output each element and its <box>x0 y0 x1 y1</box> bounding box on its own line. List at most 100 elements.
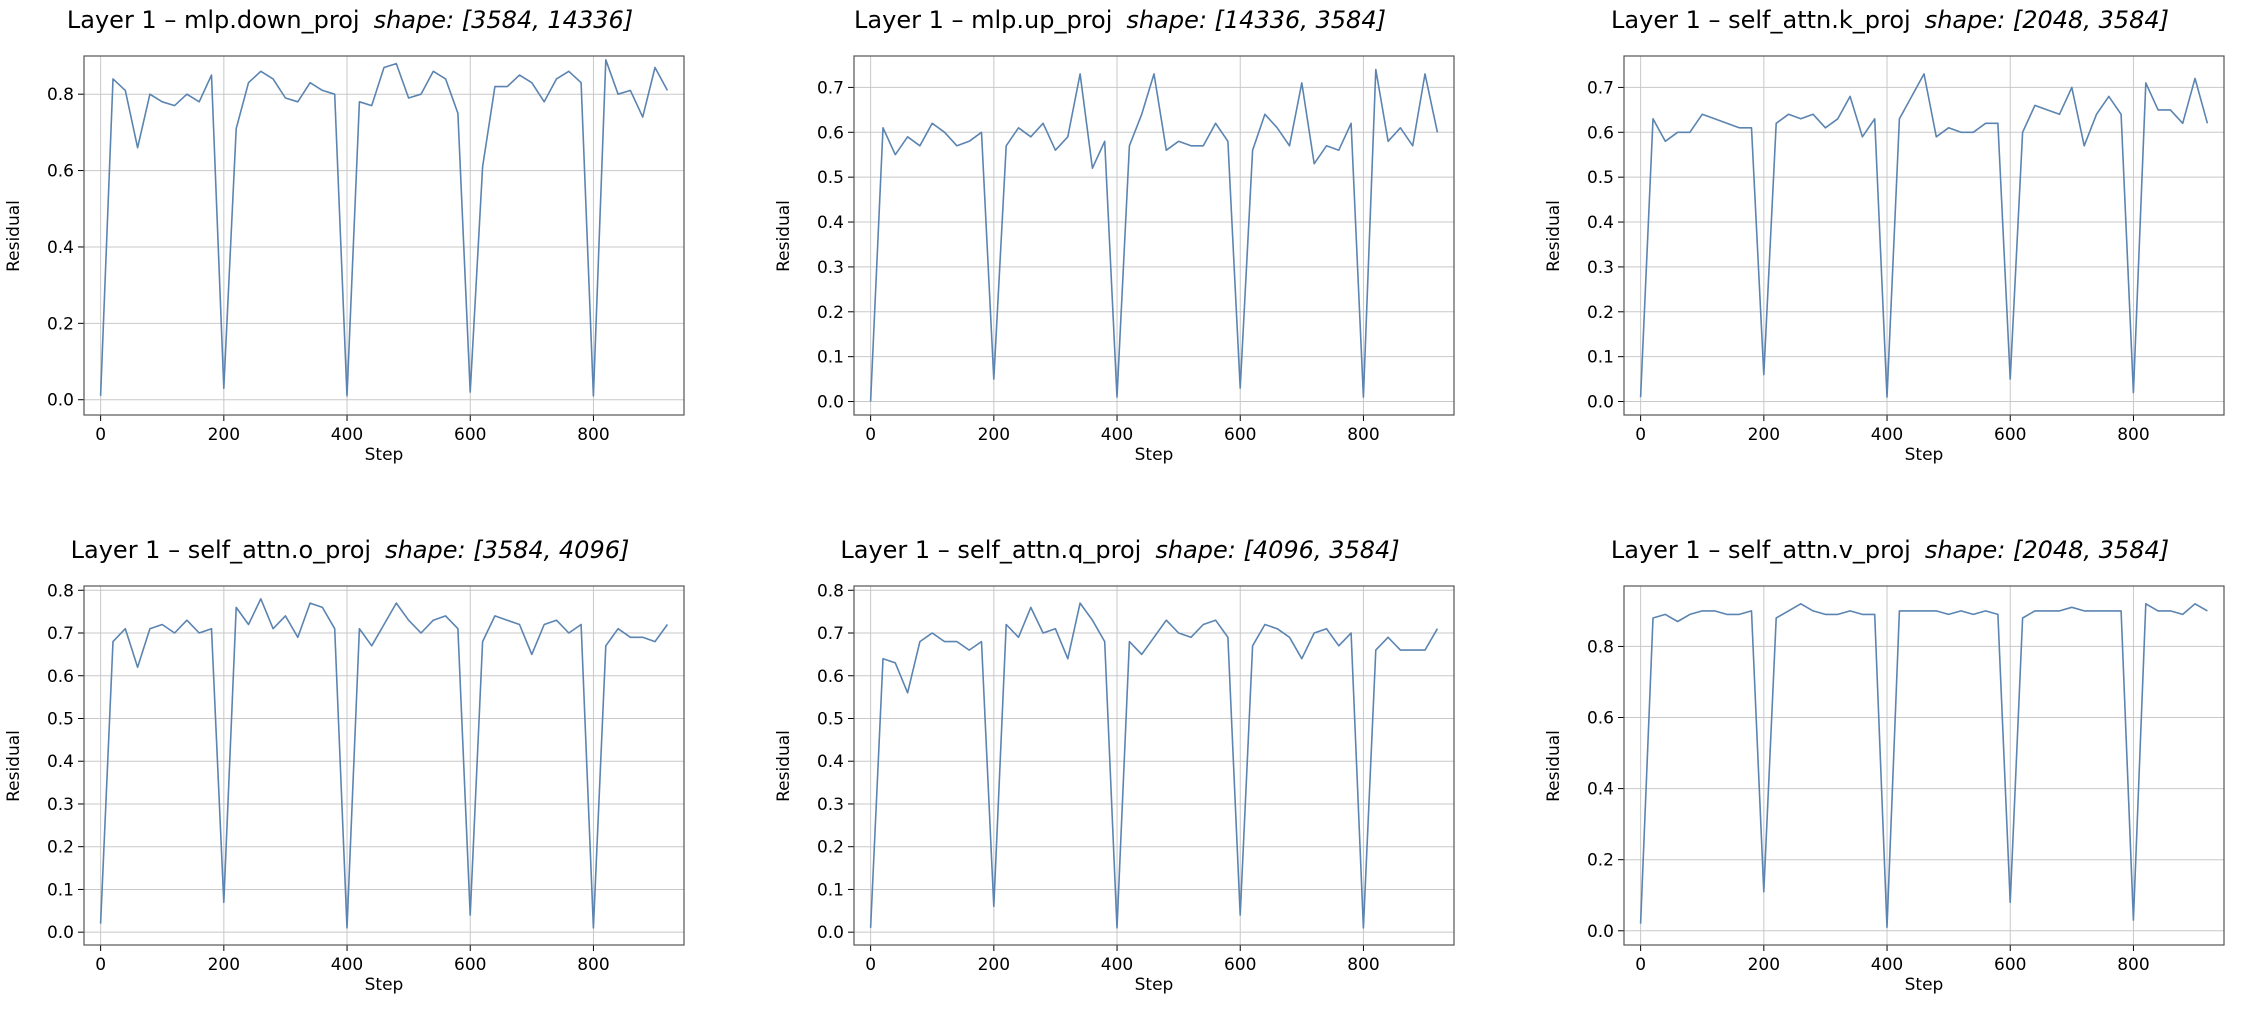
x-axis-label: Step <box>1904 975 1944 995</box>
x-tick-label: 800 <box>1347 955 1379 975</box>
y-tick-label: 0.7 <box>817 624 844 644</box>
y-tick-label: 0.3 <box>47 795 74 815</box>
x-tick-label: 800 <box>577 425 609 445</box>
y-tick-label: 0.3 <box>817 258 844 278</box>
x-tick-label: 200 <box>978 955 1010 975</box>
y-tick-label: 0.5 <box>817 709 844 729</box>
plot-frame <box>83 585 685 946</box>
x-tick-label: 600 <box>1224 425 1256 445</box>
x-tick-label: 200 <box>208 955 240 975</box>
y-tick-label: 0.1 <box>47 880 74 900</box>
chart-svg: 0 200 400 600 800 0.0 0.1 0.2 0.3 0.4 0.5 0.6 0.7 <box>817 55 1455 445</box>
x-axis-label: Step <box>364 975 404 995</box>
series-line <box>1639 603 2208 929</box>
x-tick-label: 800 <box>2117 955 2149 975</box>
x-tick-label: 400 <box>331 955 363 975</box>
subplot-mlp-down-proj: Layer 1 – mlp.down_proj shape: [3584, 143… <box>0 0 700 480</box>
y-axis-label: Residual <box>4 199 24 272</box>
y-tick-label: 0.1 <box>1587 348 1614 368</box>
y-tick-label: 0.3 <box>817 795 844 815</box>
y-axis-label: Residual <box>774 199 794 272</box>
series-line <box>1639 73 2209 398</box>
x-tick-label: 600 <box>1994 955 2026 975</box>
subplot-self-attn-k-proj: Layer 1 – self_attn.k_proj shape: [2048, … <box>1540 0 2240 480</box>
x-tick-label: 400 <box>1101 425 1133 445</box>
x-axis-label: Step <box>1134 445 1174 465</box>
chart-svg: 0 200 400 600 800 0.0 0.2 0.4 0.6 0.8 <box>1587 585 2225 975</box>
x-tick-label: 200 <box>978 425 1010 445</box>
subplot-title: Layer 1 – mlp.down_proj shape: [3584, 143… <box>66 6 634 34</box>
x-tick-label: 800 <box>2117 425 2149 445</box>
x-axis-label: Step <box>1134 975 1174 995</box>
y-tick-label: 0.7 <box>817 78 844 98</box>
x-tick-label: 200 <box>1748 955 1780 975</box>
chart-svg: 0 200 400 600 800 0.0 0.1 0.2 0.3 0.4 0.5 0.6 0.7 0.8 <box>817 581 1455 975</box>
series-line <box>869 602 1439 929</box>
y-tick-label: 0.2 <box>817 303 844 323</box>
y-tick-label: 0.6 <box>47 667 74 687</box>
y-axis-label: Residual <box>1544 199 1564 272</box>
y-tick-label: 0.8 <box>47 85 74 105</box>
plot-frame <box>1623 585 2225 946</box>
y-tick-label: 0.0 <box>817 393 844 413</box>
y-tick-label: 0.4 <box>47 752 74 772</box>
plot-frame <box>853 55 1455 416</box>
x-tick-label: 800 <box>1347 425 1379 445</box>
y-tick-label: 0.1 <box>817 348 844 368</box>
y-tick-label: 0.6 <box>817 123 844 143</box>
y-tick-label: 0.1 <box>817 880 844 900</box>
y-tick-label: 0.5 <box>47 709 74 729</box>
x-tick-label: 400 <box>331 425 363 445</box>
plot-frame <box>853 585 1455 946</box>
y-tick-label: 0.0 <box>817 923 844 943</box>
y-tick-label: 0.6 <box>1587 709 1614 729</box>
series-line <box>99 58 669 397</box>
chart-svg: 0 200 400 600 800 0.0 0.1 0.2 0.3 0.4 0.5 0.6 0.7 0.8 <box>47 581 685 975</box>
x-axis-label: Step <box>364 445 404 465</box>
y-tick-label: 0.6 <box>1587 123 1614 143</box>
x-tick-label: 200 <box>208 425 240 445</box>
series-line <box>99 598 669 929</box>
y-tick-label: 0.7 <box>1587 78 1614 98</box>
subplot-mlp-up-proj: Layer 1 – mlp.up_proj shape: [14336, 3584… <box>770 0 1470 480</box>
y-tick-label: 0.0 <box>1587 393 1614 413</box>
x-tick-label: 0 <box>865 425 876 445</box>
y-axis-label: Residual <box>1544 729 1564 802</box>
y-tick-label: 0.6 <box>817 667 844 687</box>
subplot-title: Layer 1 – self_attn.q_proj shape: [4096, … <box>840 536 1400 564</box>
x-tick-label: 0 <box>95 955 106 975</box>
y-axis-label: Residual <box>774 729 794 802</box>
y-tick-label: 0.8 <box>817 581 844 601</box>
y-tick-label: 0.5 <box>1587 168 1614 188</box>
y-tick-label: 0.2 <box>1587 303 1614 323</box>
y-axis-label: Residual <box>4 729 24 802</box>
chart-svg: 0 200 400 600 800 0.0 0.2 0.4 0.6 0.8 <box>47 55 685 445</box>
subplot-self-attn-o-proj: Layer 1 – self_attn.o_proj shape: [3584, … <box>0 530 700 1010</box>
y-tick-label: 0.5 <box>817 168 844 188</box>
y-tick-label: 0.6 <box>47 162 74 182</box>
x-tick-label: 200 <box>1748 425 1780 445</box>
x-tick-label: 400 <box>1871 955 1903 975</box>
x-tick-label: 0 <box>1635 425 1646 445</box>
chart-svg: 0 200 400 600 800 0.0 0.1 0.2 0.3 0.4 0.5 0.6 0.7 <box>1587 55 2225 445</box>
x-tick-label: 400 <box>1101 955 1133 975</box>
y-tick-label: 0.4 <box>1587 780 1614 800</box>
x-tick-label: 0 <box>95 425 106 445</box>
y-tick-label: 0.0 <box>47 391 74 411</box>
y-tick-label: 0.3 <box>1587 258 1614 278</box>
y-tick-label: 0.0 <box>1587 922 1614 942</box>
y-tick-label: 0.8 <box>47 581 74 601</box>
subplot-self-attn-q-proj: Layer 1 – self_attn.q_proj shape: [4096, … <box>770 530 1470 1010</box>
y-tick-label: 0.4 <box>817 213 844 233</box>
y-tick-label: 0.4 <box>817 752 844 772</box>
y-tick-label: 0.4 <box>1587 213 1614 233</box>
series-line <box>869 68 1439 402</box>
y-tick-label: 0.0 <box>47 923 74 943</box>
x-axis-label: Step <box>1904 445 1944 465</box>
x-tick-label: 400 <box>1871 425 1903 445</box>
y-tick-label: 0.2 <box>47 314 74 334</box>
y-tick-label: 0.4 <box>47 238 74 258</box>
subplot-title: Layer 1 – mlp.up_proj shape: [14336, 3584… <box>854 6 1386 34</box>
x-tick-label: 600 <box>454 425 486 445</box>
